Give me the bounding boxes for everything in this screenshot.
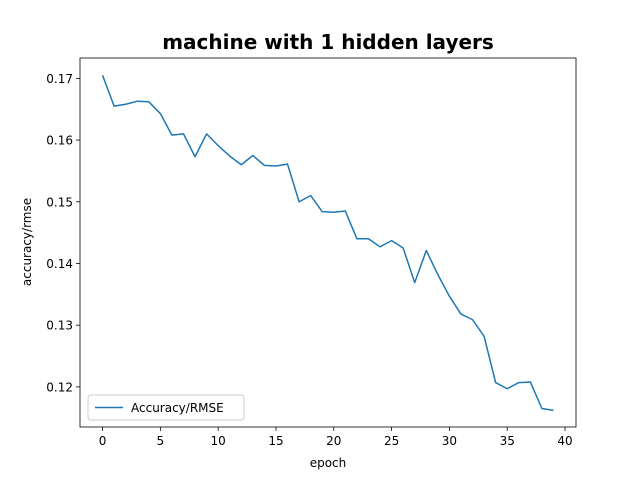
x-tick-label: 10	[211, 434, 226, 448]
x-tick-label: 25	[384, 434, 399, 448]
legend: Accuracy/RMSE	[87, 394, 245, 421]
series-line-accuracy-rmse	[101, 75, 554, 412]
y-tick-label: 0.17	[46, 72, 73, 86]
y-tick-label: 0.12	[46, 380, 73, 394]
x-axis-label: epoch	[310, 456, 347, 470]
legend-label: Accuracy/RMSE	[131, 401, 224, 415]
y-tick-label: 0.16	[46, 134, 73, 148]
y-tick-label: 0.15	[46, 195, 73, 209]
y-axis-label: accuracy/rmse	[20, 198, 34, 286]
x-tick-label: 35	[500, 434, 515, 448]
x-tick-label: 0	[99, 434, 107, 448]
x-tick-label: 15	[268, 434, 283, 448]
y-tick-label: 0.13	[46, 319, 73, 333]
y-tick-label: 0.14	[46, 257, 73, 271]
x-tick-label: 20	[326, 434, 341, 448]
axes-frame	[79, 57, 577, 428]
x-tick-label: 30	[442, 434, 457, 448]
x-tick-label: 5	[157, 434, 165, 448]
chart-title: machine with 1 hidden layers	[162, 30, 494, 54]
x-tick-label: 40	[557, 434, 572, 448]
legend-frame	[87, 394, 245, 421]
plot-area: 0 5 10 15 20 25 30 35 40 0.12 0.13 0.14 0.15 0.16 0.17	[46, 57, 577, 448]
